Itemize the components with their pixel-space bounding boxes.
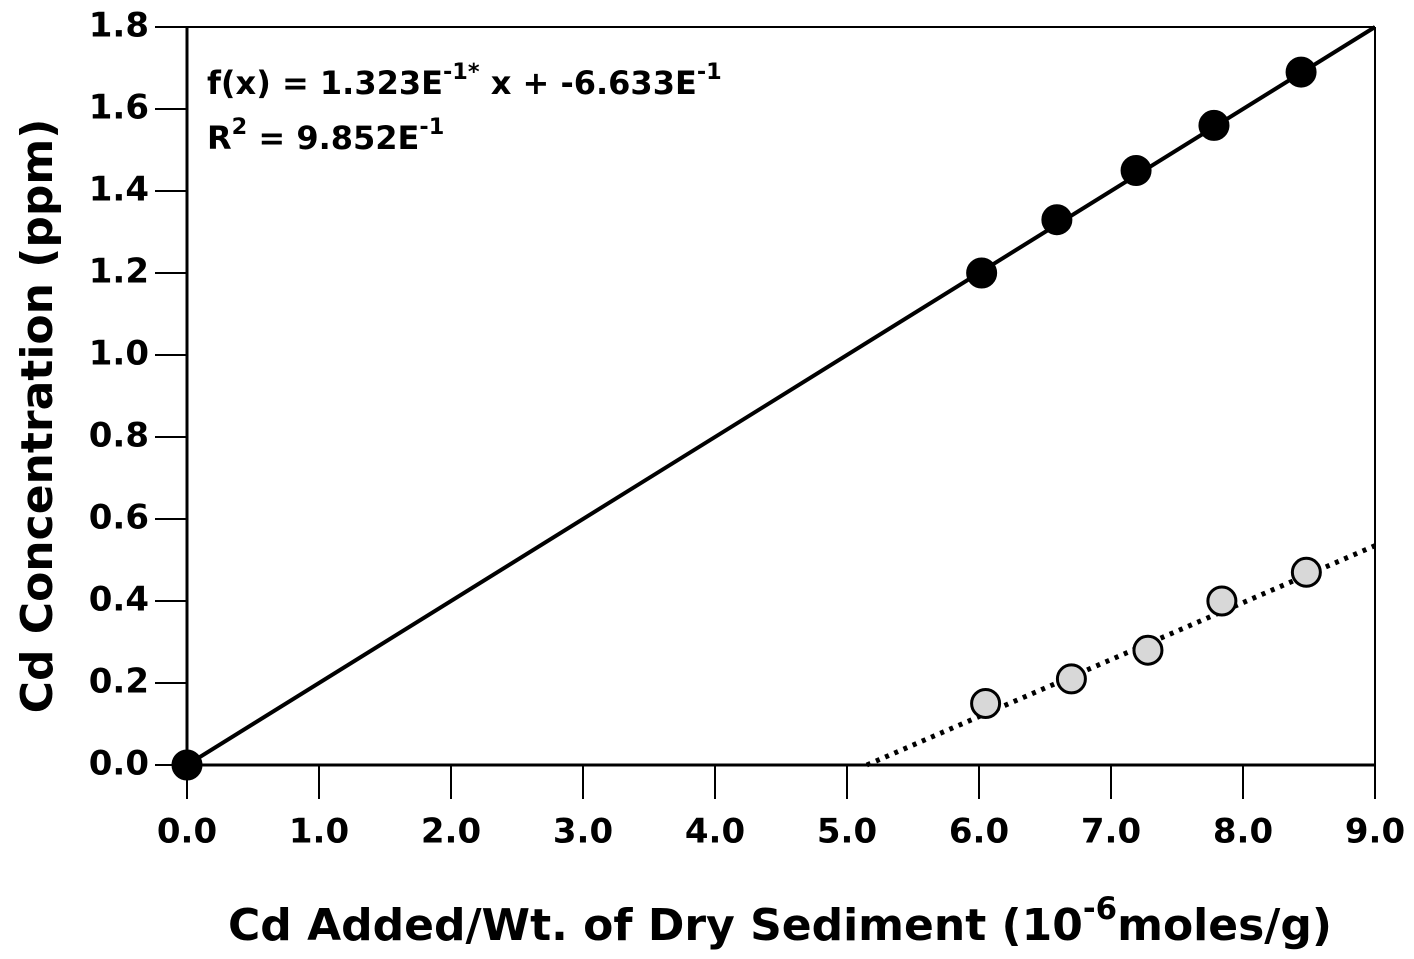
x-axis-label-part: moles/g)	[1117, 900, 1332, 951]
x-axis-label: Cd Added/Wt. of Dry Sediment (10-6moles/…	[228, 891, 1332, 952]
y-tick-label: 0.8	[89, 416, 149, 456]
r-squared-part: R	[207, 119, 232, 157]
x-axis-label-part: Cd Added/Wt. of Dry Sediment (10	[228, 900, 1083, 951]
x-tick-label: 7.0	[1081, 812, 1141, 852]
data-point	[1206, 585, 1238, 617]
data-point	[1198, 109, 1230, 141]
equation-part: f(x) = 1.323E	[207, 64, 443, 102]
equation-part: -1*	[443, 59, 480, 85]
data-point	[966, 257, 998, 289]
data-point	[1132, 634, 1164, 666]
data-point	[970, 688, 1002, 719]
data-point	[1055, 663, 1087, 695]
data-point	[1285, 56, 1317, 88]
y-tick-label: 1.0	[89, 334, 149, 374]
data-point	[1290, 556, 1322, 588]
y-tick-label: 0.4	[89, 580, 149, 620]
r-squared: R2 = 9.852E-1	[207, 114, 444, 158]
y-tick-label: 1.8	[89, 6, 149, 46]
y-tick-label: 0.2	[89, 662, 149, 702]
r-squared-part: 2	[232, 114, 248, 140]
x-axis-label-part: -6	[1083, 891, 1117, 927]
x-tick-label: 5.0	[817, 812, 877, 852]
r-squared-part: -1	[419, 114, 444, 140]
x-tick-label: 9.0	[1345, 812, 1405, 852]
x-tick-label: 8.0	[1213, 812, 1273, 852]
y-tick-label: 1.6	[89, 88, 149, 128]
x-tick-label: 2.0	[421, 812, 481, 852]
equation-part: x + -6.633E	[480, 64, 697, 102]
y-tick-label: 1.4	[89, 170, 149, 210]
y-tick-label: 0.0	[89, 744, 149, 784]
x-tick-label: 3.0	[553, 812, 613, 852]
data-point	[171, 749, 203, 781]
data-point	[1041, 204, 1073, 236]
y-axis-label: Cd Concentration (ppm)	[12, 119, 63, 714]
data-point	[1120, 155, 1152, 186]
equation: f(x) = 1.323E-1* x + -6.633E-1	[207, 59, 722, 103]
x-tick-label: 0.0	[157, 812, 217, 852]
y-tick-label: 1.2	[89, 252, 149, 292]
y-tick-label: 0.6	[89, 498, 149, 538]
x-tick-label: 4.0	[685, 812, 745, 852]
r-squared-part: = 9.852E	[247, 119, 419, 157]
fit-line	[865, 543, 1376, 768]
equation-part: -1	[697, 59, 722, 85]
x-tick-label: 6.0	[949, 812, 1009, 852]
x-tick-label: 1.0	[289, 812, 349, 852]
fit-line	[185, 25, 1377, 767]
